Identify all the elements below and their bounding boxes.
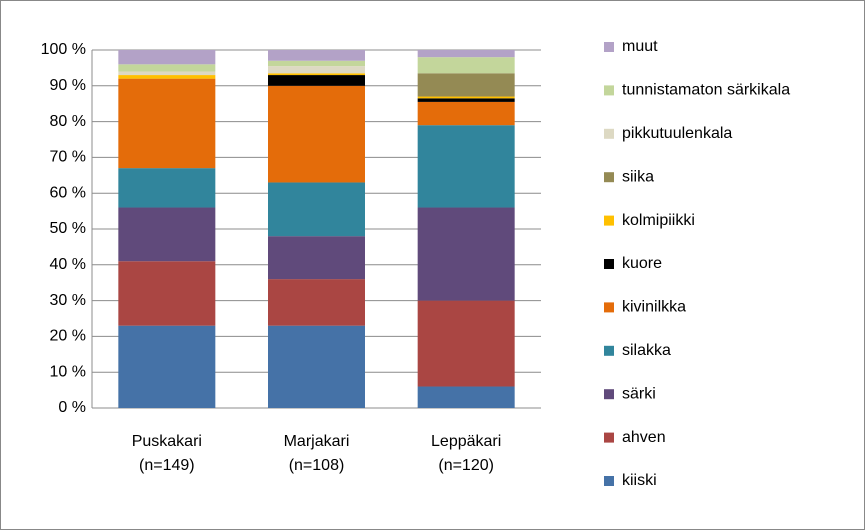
y-tick-label: 10 %: [50, 363, 86, 380]
legend-label: siika: [622, 168, 654, 185]
legend-swatch: [604, 215, 614, 226]
legend-label: kuore: [622, 255, 662, 272]
y-tick-label: 30 %: [50, 292, 86, 309]
x-tick-label: Marjakari: [284, 433, 350, 450]
legend-swatch: [604, 172, 614, 183]
legend-label: silakka: [622, 342, 671, 359]
bar-segment: [118, 64, 216, 72]
x-tick-label: Leppäkari: [431, 433, 501, 450]
bar-segment: [118, 75, 216, 79]
y-tick-label: 0 %: [58, 399, 86, 416]
bar-segment: [417, 98, 515, 102]
bar-segment: [417, 96, 515, 99]
legend-label: muut: [622, 38, 658, 55]
bar-segment: [268, 73, 365, 76]
legend-swatch: [604, 432, 614, 443]
bar-segment: [118, 325, 216, 408]
x-tick-label: Puskakari: [132, 433, 202, 450]
y-tick-label: 20 %: [50, 328, 86, 345]
bar-segment: [118, 50, 216, 65]
bar-segment: [268, 182, 365, 237]
bar-segment: [268, 75, 365, 86]
y-tick-label: 60 %: [50, 184, 86, 201]
x-tick-label: (n=120): [438, 457, 494, 474]
legend-label: pikkutuulenkala: [622, 125, 732, 142]
bar-segment: [417, 386, 515, 408]
legend-swatch: [604, 128, 614, 139]
bar-segment: [417, 125, 515, 208]
y-tick-label: 50 %: [50, 220, 86, 237]
y-tick-label: 90 %: [50, 77, 86, 94]
bar-segment: [268, 66, 365, 74]
bar-segment: [118, 261, 216, 326]
legend-label: ahven: [622, 429, 666, 446]
bar-segment: [417, 101, 515, 126]
bar-segment: [268, 236, 365, 280]
bar-segment: [268, 279, 365, 326]
bar-segment: [268, 50, 365, 61]
bar-segment: [268, 60, 365, 67]
bar-segment: [118, 168, 216, 208]
y-tick-label: 70 %: [50, 149, 86, 166]
bar-segment: [268, 85, 365, 183]
legend-label: kivinilkka: [622, 299, 686, 316]
legend-swatch: [604, 302, 614, 313]
bar-segment: [417, 207, 515, 301]
x-tick-label: (n=149): [139, 457, 195, 474]
bar-segment: [417, 300, 515, 387]
y-tick-label: 40 %: [50, 256, 86, 273]
bar-segment: [118, 78, 216, 169]
y-tick-label: 80 %: [50, 113, 86, 130]
legend-swatch: [604, 42, 614, 52]
legend-swatch: [604, 476, 614, 486]
legend-label: kiiski: [622, 472, 657, 489]
legend-swatch: [604, 345, 614, 356]
legend-label: tunnistamaton särkikala: [622, 82, 790, 99]
bar-segment: [268, 325, 365, 408]
legend-label: kolmipiikki: [622, 212, 695, 229]
y-tick-label: 100 %: [41, 41, 86, 58]
legend-swatch: [604, 259, 614, 269]
legend-swatch: [604, 389, 614, 400]
bar-segment: [118, 71, 216, 76]
bar-segment: [118, 207, 216, 262]
bar-segment: [417, 73, 515, 97]
legend-label: särki: [622, 385, 656, 402]
legend-swatch: [604, 85, 614, 96]
x-tick-label: (n=108): [289, 457, 345, 474]
bar-segment: [417, 50, 515, 58]
bar-segment: [417, 57, 515, 74]
